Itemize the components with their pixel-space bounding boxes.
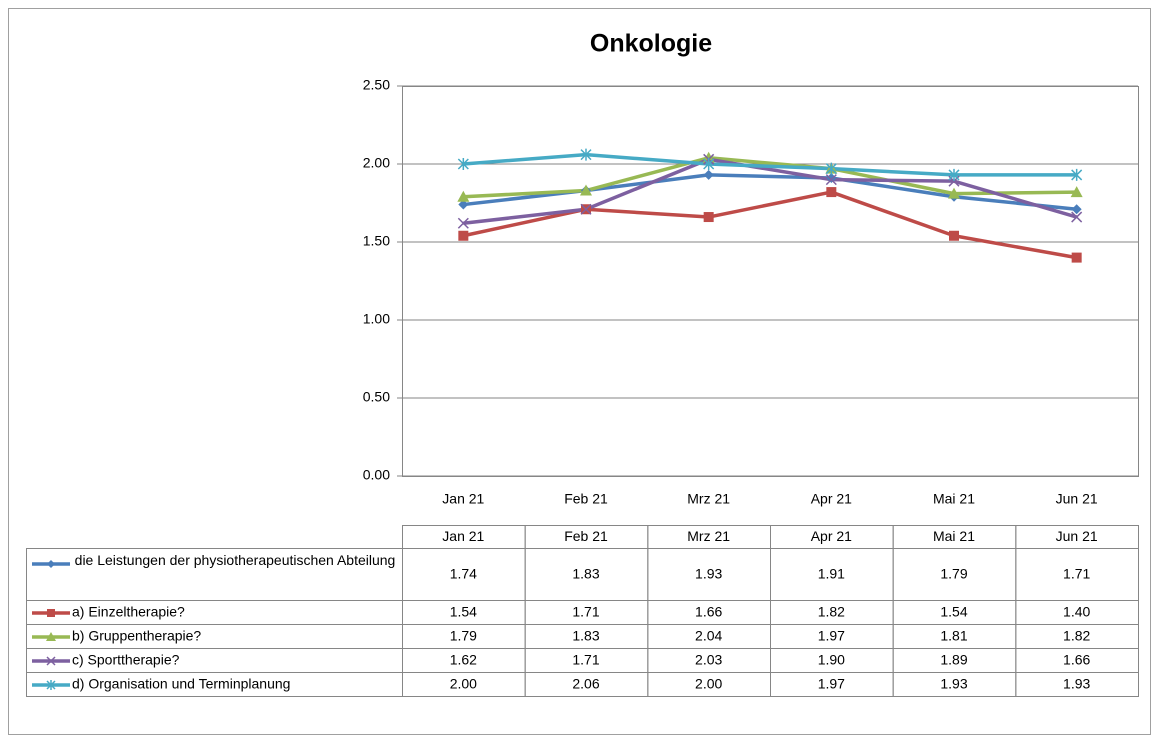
table-header: Mrz 21 <box>687 528 730 544</box>
marker <box>826 173 837 184</box>
table-value: 1.54 <box>940 604 967 620</box>
legend-marker <box>47 609 55 617</box>
y-tick-label: 0.50 <box>363 389 390 405</box>
marker <box>949 230 959 241</box>
legend-marker <box>46 656 56 666</box>
marker <box>1071 204 1082 215</box>
legend-marker <box>46 680 56 690</box>
table-value: 1.91 <box>818 566 845 582</box>
table-value: 1.97 <box>818 628 845 644</box>
marker <box>703 212 714 223</box>
legend-label: b) Gruppentherapie? <box>72 628 201 644</box>
marker <box>825 162 837 175</box>
marker <box>948 168 960 181</box>
table-value: 1.83 <box>572 566 599 582</box>
table-value: 1.82 <box>818 604 845 620</box>
series-line <box>463 152 1077 177</box>
marker <box>1071 168 1083 181</box>
x-tick-label: Mrz 21 <box>687 491 730 507</box>
marker <box>948 187 960 199</box>
marker <box>458 199 469 210</box>
marker <box>1071 252 1082 263</box>
table-value: 1.79 <box>940 566 967 582</box>
table-value: 1.71 <box>572 604 599 620</box>
x-tick-label: Jan 21 <box>442 491 484 507</box>
table-header: Apr 21 <box>811 528 852 544</box>
x-tick-label: Feb 21 <box>564 491 608 507</box>
y-tick-label: 2.50 <box>363 77 390 93</box>
table-value: 1.71 <box>1063 566 1090 582</box>
table-value: 1.89 <box>940 652 967 668</box>
table-value: 1.93 <box>695 566 722 582</box>
table-value: 2.06 <box>572 676 599 692</box>
legend-label: d) Organisation und Terminplanung <box>72 676 290 692</box>
marker <box>1070 186 1083 198</box>
table-value: 1.40 <box>1063 604 1090 620</box>
series-line <box>462 190 1077 260</box>
y-tick-label: 2.00 <box>363 155 390 171</box>
table-value: 1.97 <box>818 676 845 692</box>
table-value: 2.03 <box>695 652 722 668</box>
series-line <box>463 157 1078 226</box>
table-value: 1.79 <box>450 628 477 644</box>
table-value: 1.90 <box>818 652 845 668</box>
table-value: 1.81 <box>940 628 967 644</box>
marker <box>457 217 469 229</box>
marker <box>458 230 469 241</box>
legend-label: c) Sporttherapie? <box>72 652 180 668</box>
table-value: 2.00 <box>450 676 477 692</box>
marker <box>703 158 715 170</box>
x-tick-label: Apr 21 <box>811 491 852 507</box>
marker <box>580 203 592 215</box>
table-value: 1.74 <box>450 566 477 582</box>
legend-label: die Leistungen der physiotherapeutischen… <box>74 552 396 568</box>
y-tick-label: 0.00 <box>363 467 390 483</box>
marker <box>826 187 837 198</box>
y-tick-label: 1.00 <box>363 311 390 327</box>
table-value: 1.93 <box>940 676 967 692</box>
chart-frame <box>8 8 1151 735</box>
table-value: 1.83 <box>572 628 599 644</box>
legend-label-box: die Leistungen der physiotherapeutischen… <box>74 552 396 568</box>
marker <box>457 158 469 170</box>
table-header: Jan 21 <box>442 528 484 544</box>
marker <box>580 148 592 161</box>
legend-marker <box>47 560 55 568</box>
marker <box>580 184 592 196</box>
table-value: 2.00 <box>695 676 722 692</box>
table-value: 1.66 <box>695 604 722 620</box>
table-value: 1.93 <box>1063 676 1090 692</box>
marker <box>825 174 837 186</box>
x-tick-label: Jun 21 <box>1056 491 1098 507</box>
table-value: 1.54 <box>450 604 477 620</box>
y-tick-label: 1.50 <box>363 233 390 249</box>
chart-title: Onkologie <box>590 30 712 58</box>
marker <box>1071 211 1083 223</box>
table-value: 1.82 <box>1063 628 1090 644</box>
table-header: Jun 21 <box>1056 528 1098 544</box>
table-value: 1.71 <box>572 652 599 668</box>
table-value: 2.04 <box>695 628 722 644</box>
x-tick-label: Mai 21 <box>933 491 975 507</box>
table-value: 1.66 <box>1063 652 1090 668</box>
table-header: Feb 21 <box>564 528 608 544</box>
table-header: Mai 21 <box>933 528 975 544</box>
legend-label: a) Einzeltherapie? <box>72 604 185 620</box>
table-cell <box>1015 672 1139 697</box>
legend-marker <box>46 632 56 641</box>
series-line <box>463 156 1077 199</box>
table-value: 1.62 <box>450 652 477 668</box>
marker <box>457 190 470 202</box>
marker <box>703 169 714 180</box>
